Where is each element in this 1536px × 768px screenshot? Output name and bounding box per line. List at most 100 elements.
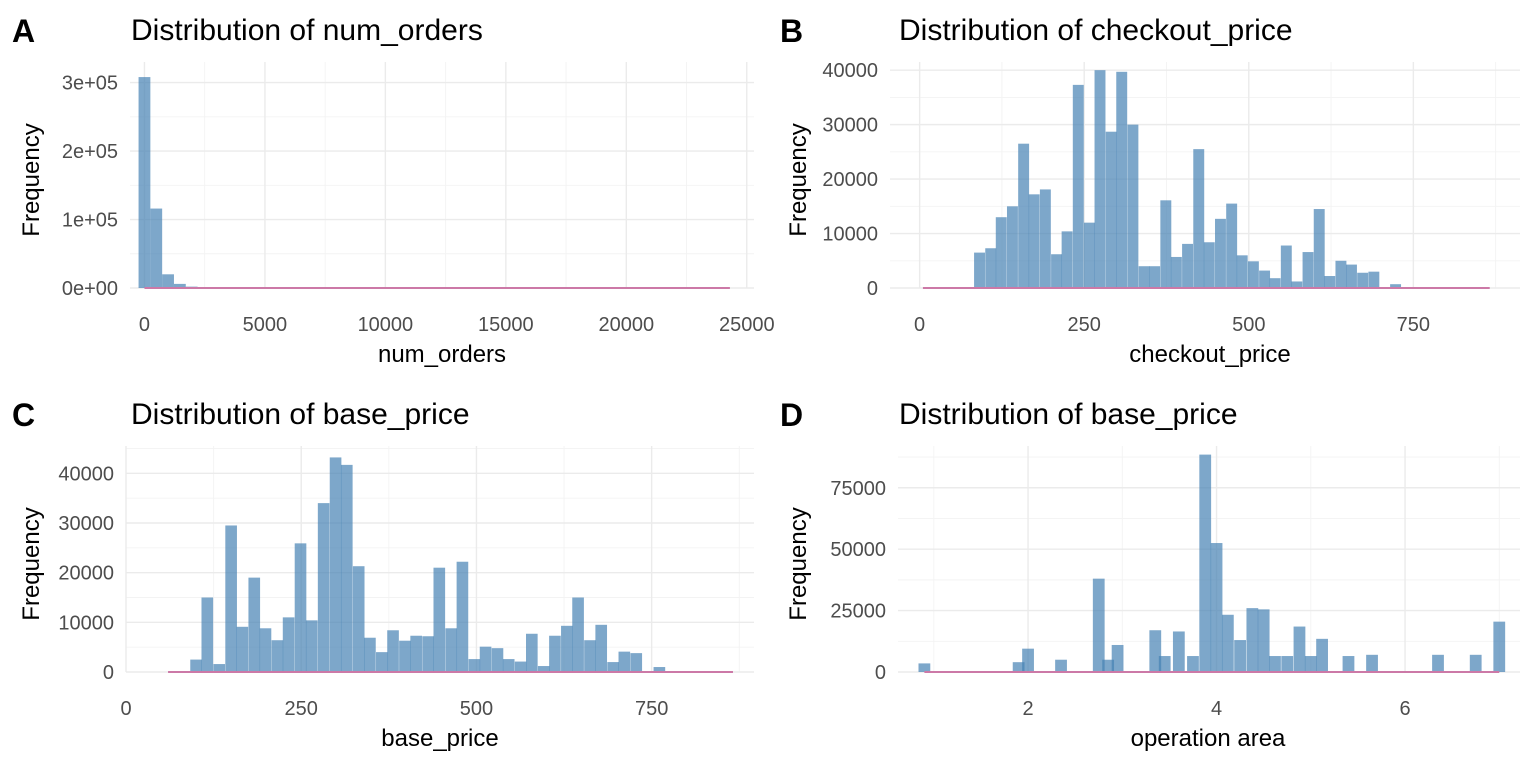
x-axis-title: num_orders xyxy=(378,341,506,368)
histogram-bar xyxy=(1280,245,1292,288)
x-tick-label: 5000 xyxy=(243,314,288,336)
y-tick-label: 20000 xyxy=(58,563,114,585)
histogram-bar xyxy=(918,663,931,672)
histogram-bar xyxy=(1028,194,1040,288)
histogram-bar xyxy=(1304,656,1317,672)
histogram-bar xyxy=(1234,640,1246,672)
panel-title: Distribution of num_orders xyxy=(131,14,483,47)
histogram-bar xyxy=(1012,662,1025,672)
histogram-bar xyxy=(1138,266,1150,288)
histogram-bar xyxy=(1072,84,1084,289)
histogram-bar xyxy=(190,659,202,672)
histogram-bar xyxy=(1247,261,1259,288)
histogram-bar xyxy=(1160,200,1172,288)
histogram-bar xyxy=(1187,656,1199,672)
x-tick-label: 0 xyxy=(120,698,131,720)
histogram-bar xyxy=(1051,254,1063,288)
y-tick-label: 50000 xyxy=(830,539,886,561)
histogram-bar xyxy=(271,640,284,672)
x-tick-label: 750 xyxy=(635,698,668,720)
panel-title: Distribution of base_price xyxy=(131,398,470,431)
x-tick-label: 25000 xyxy=(719,314,775,336)
y-tick-label: 30000 xyxy=(58,513,114,535)
x-axis-title: operation area xyxy=(1131,725,1286,752)
y-tick-label: 10000 xyxy=(822,224,878,246)
y-axis-title: Frequency xyxy=(785,123,812,236)
histogram-bar xyxy=(213,664,226,672)
histogram-bar xyxy=(1039,189,1051,288)
plot-area: 0 250 500 750 0 10000 20000 30000 40000 xyxy=(58,446,754,720)
histogram-bar xyxy=(1302,252,1314,288)
y-tick-label: 0 xyxy=(867,278,878,300)
x-tick-label: 500 xyxy=(460,698,493,720)
histogram-bar xyxy=(1390,284,1402,288)
histogram-bar xyxy=(1210,543,1223,672)
histogram-bar xyxy=(225,525,237,672)
plot-area: 2 4 6 0 25000 50000 75000 xyxy=(830,446,1520,720)
panel-letter: A xyxy=(12,13,35,49)
histogram-bar xyxy=(1116,71,1128,289)
histogram-bar xyxy=(1221,614,1234,672)
histogram-bar xyxy=(1127,124,1139,289)
x-tick-label: 15000 xyxy=(478,314,534,336)
y-axis-title: Frequency xyxy=(785,507,812,620)
histogram-bar xyxy=(422,636,434,672)
x-tick-label: 0 xyxy=(139,314,150,336)
histogram-bar xyxy=(282,617,295,672)
histogram-bar xyxy=(1094,70,1106,289)
histogram-bar xyxy=(1236,255,1248,288)
histogram-bar xyxy=(294,543,307,672)
histogram-bar xyxy=(1018,143,1030,288)
panel-title: Distribution of base_price xyxy=(899,398,1238,431)
panel-d: D Distribution of base_price operation a… xyxy=(780,397,1520,752)
x-tick-label: 500 xyxy=(1232,314,1265,336)
histogram-bar xyxy=(1172,631,1185,672)
histogram-bar xyxy=(1199,454,1212,672)
panel-letter: B xyxy=(780,13,803,49)
y-tick-label: 1e+05 xyxy=(62,210,118,232)
histogram-bar xyxy=(537,666,550,672)
histogram-bar xyxy=(1055,659,1067,672)
histogram-bar xyxy=(572,597,584,672)
histogram-bar xyxy=(1291,281,1303,288)
histogram-bar xyxy=(329,457,342,672)
histogram-bar xyxy=(340,464,353,672)
x-tick-label: 6 xyxy=(1399,698,1410,720)
histogram-bar xyxy=(1257,609,1270,672)
histogram-bar xyxy=(138,77,151,288)
histogram-bar xyxy=(1215,218,1226,288)
x-axis-title: checkout_price xyxy=(1129,341,1290,368)
panel-title: Distribution of checkout_price xyxy=(899,14,1293,47)
histogram-bar xyxy=(607,662,619,672)
histogram-bar xyxy=(387,630,399,672)
y-tick-label: 25000 xyxy=(830,601,886,623)
x-tick-label: 0 xyxy=(914,314,925,336)
histogram-bar xyxy=(1335,260,1347,288)
panel-c: C Distribution of base_price base_price … xyxy=(12,397,754,752)
histogram-bar xyxy=(985,248,997,288)
histogram-bar xyxy=(1368,271,1380,288)
histogram-bar xyxy=(468,659,481,672)
histogram-bar xyxy=(1469,654,1482,672)
histogram-bar xyxy=(514,661,527,672)
y-tick-label: 40000 xyxy=(822,60,878,82)
histogram-bar xyxy=(1346,264,1357,288)
histogram-bar xyxy=(236,626,249,672)
x-tick-label: 250 xyxy=(285,698,318,720)
histogram-bar xyxy=(399,640,411,672)
histogram-bar xyxy=(974,252,985,288)
histogram-bar xyxy=(1226,203,1238,288)
histogram-bar xyxy=(376,652,388,672)
histogram-bar xyxy=(1432,654,1444,672)
y-tick-label: 0 xyxy=(875,662,886,684)
histogram-bar xyxy=(1269,278,1281,288)
histogram-bar xyxy=(1006,206,1018,288)
histogram-bar xyxy=(549,635,561,672)
histogram-bar xyxy=(150,208,163,288)
histogram-bar xyxy=(1084,222,1095,288)
histogram-bar xyxy=(1493,621,1506,672)
histogram-bar xyxy=(1324,276,1336,288)
histogram-bar xyxy=(1366,654,1378,672)
histogram-bar xyxy=(1105,131,1117,288)
